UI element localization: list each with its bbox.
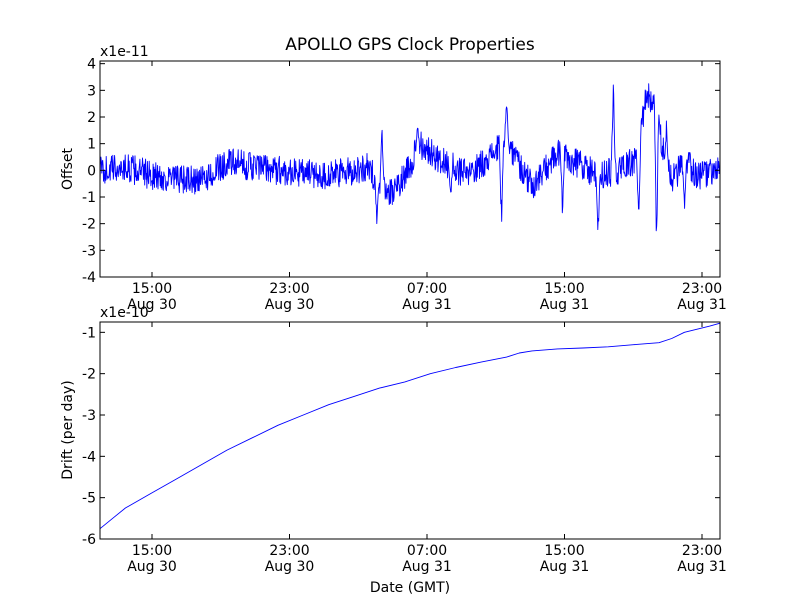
offset-ytick-label: 0: [87, 163, 96, 179]
drift-xtick-time-label: 23:00: [269, 543, 309, 559]
offset-series-group: [99, 83, 721, 232]
offset-ytick-label: -2: [82, 217, 96, 233]
drift-xtick-time-label: 15:00: [132, 543, 172, 559]
drift-xtick-date-label: Aug 30: [265, 559, 315, 575]
drift-panel: x1e-10 Drift (per day) -6 -5 -4 -3 -2 -1 15:0…: [60, 305, 727, 596]
drift-ytick-label: -6: [82, 532, 96, 548]
offset-y-axis-label: Offset: [60, 147, 76, 190]
offset-xtick-date-label: Aug 31: [540, 297, 590, 313]
offset-xtick-date-label: Aug 31: [402, 297, 452, 313]
offset-xtick-date-label: Aug 31: [677, 297, 727, 313]
offset-y-ticks: -4 -3 -2 -1 0 1 2 3 4: [82, 57, 720, 286]
offset-series-line: [99, 83, 721, 232]
offset-ytick-label: 3: [87, 83, 96, 99]
offset-xtick-time-label: 23:00: [269, 281, 309, 297]
offset-ytick-label: 4: [87, 57, 96, 73]
drift-xtick-time-label: 23:00: [682, 543, 722, 559]
drift-y-axis-label: Drift (per day): [60, 380, 76, 479]
drift-xtick-date-label: Aug 31: [677, 559, 727, 575]
drift-plot-frame: [99, 321, 721, 540]
figure-title: APOLLO GPS Clock Properties: [285, 35, 535, 55]
offset-ytick-label: -1: [82, 190, 96, 206]
offset-ytick-label: 2: [87, 110, 96, 126]
offset-xtick-time-label: 23:00: [682, 281, 722, 297]
drift-ytick-label: -4: [82, 449, 96, 465]
drift-xtick-date-label: Aug 30: [127, 559, 177, 575]
offset-xtick-date-label: Aug 30: [127, 297, 177, 313]
offset-xtick-time-label: 07:00: [407, 281, 447, 297]
offset-xtick-time-label: 15:00: [544, 281, 584, 297]
offset-ytick-label: -4: [82, 270, 96, 286]
offset-xtick-time-label: 15:00: [132, 281, 172, 297]
drift-xtick-time-label: 07:00: [407, 543, 447, 559]
offset-xtick-date-label: Aug 30: [265, 297, 315, 313]
drift-xtick-time-label: 15:00: [544, 543, 584, 559]
drift-series-group: [99, 322, 721, 530]
offset-ytick-label: -3: [82, 243, 96, 259]
offset-ytick-label: 1: [87, 137, 96, 153]
drift-xtick-date-label: Aug 31: [402, 559, 452, 575]
drift-ytick-label: -5: [82, 491, 96, 507]
offset-plot-frame: [99, 60, 721, 278]
drift-ytick-label: -3: [82, 408, 96, 424]
drift-x-axis-label: Date (GMT): [370, 580, 450, 596]
drift-exponent-label: x1e-10: [100, 305, 149, 321]
drift-y-ticks: -6 -5 -4 -3 -2 -1: [82, 325, 720, 548]
drift-xtick-date-label: Aug 31: [540, 559, 590, 575]
offset-exponent-label: x1e-11: [100, 44, 149, 60]
drift-series-line: [99, 322, 721, 530]
drift-ytick-label: -2: [82, 367, 96, 383]
drift-ytick-label: -1: [82, 325, 96, 341]
